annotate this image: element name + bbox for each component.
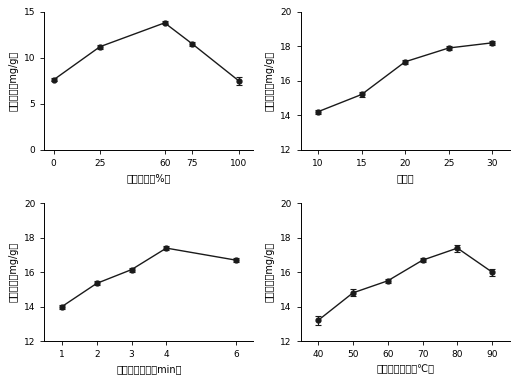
Y-axis label: 黄酮产率（mg/g）: 黄酮产率（mg/g）: [8, 242, 18, 302]
Y-axis label: 黄酮产率（mg/g）: 黄酮产率（mg/g）: [8, 51, 18, 111]
Y-axis label: 黄酮产率（mg/g）: 黄酮产率（mg/g）: [265, 242, 275, 302]
X-axis label: 微波辐射时间（min）: 微波辐射时间（min）: [116, 365, 182, 375]
X-axis label: 乙醇浓度（%）: 乙醇浓度（%）: [127, 173, 171, 183]
X-axis label: 微波辐射温度（℃）: 微波辐射温度（℃）: [376, 365, 434, 375]
Y-axis label: 黄酮产率（mg/g）: 黄酮产率（mg/g）: [265, 51, 275, 111]
X-axis label: 料液比: 料液比: [396, 173, 414, 183]
